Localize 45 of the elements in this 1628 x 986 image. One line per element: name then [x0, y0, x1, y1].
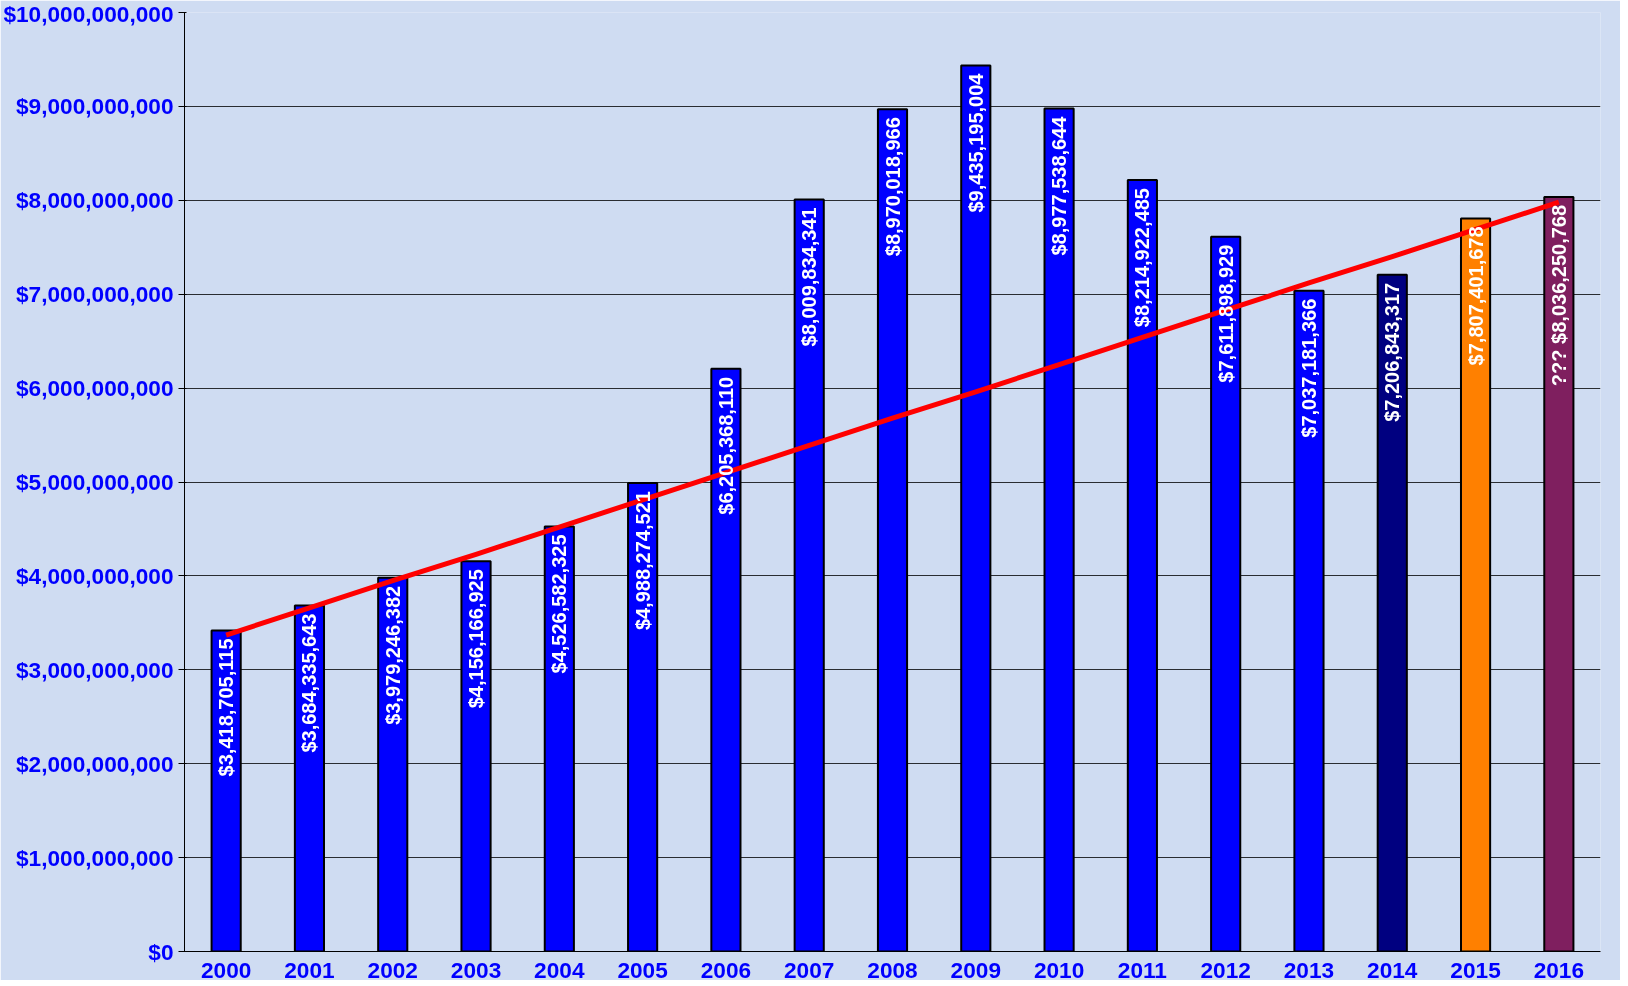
x-tick-label: 2014 — [1367, 956, 1418, 983]
data-label: $8,214,922,485 — [1131, 188, 1154, 328]
y-tick-label: $10,000,000,000 — [3, 0, 174, 27]
data-label: $9,435,195,004 — [964, 72, 987, 213]
data-label: $8,970,018,966 — [881, 117, 904, 257]
x-tick-label: 2007 — [784, 956, 835, 983]
data-label: $3,684,335,643 — [298, 613, 321, 753]
data-label: $6,205,368,110 — [714, 376, 737, 515]
x-tick-label: 2013 — [1283, 956, 1335, 983]
y-tick-label: $9,000,000,000 — [16, 93, 174, 120]
y-tick-label: $3,000,000,000 — [16, 656, 174, 683]
data-label: $7,037,181,366 — [1297, 298, 1320, 438]
x-tick-label: 2010 — [1033, 956, 1085, 983]
data-label: $3,979,246,382 — [381, 585, 404, 725]
data-label: $7,206,843,317 — [1381, 282, 1404, 422]
x-tick-label: 2001 — [284, 956, 335, 983]
x-tick-label: 2002 — [367, 956, 418, 983]
y-tick-label: $6,000,000,000 — [16, 375, 174, 402]
x-tick-label: 2015 — [1450, 956, 1501, 983]
x-tick-label: 2005 — [617, 956, 668, 983]
x-tick-label: 2012 — [1200, 956, 1251, 983]
y-tick-label: $2,000,000,000 — [16, 750, 174, 777]
data-label: $7,807,401,678 — [1464, 226, 1487, 366]
y-tick-label: $0 — [148, 938, 174, 965]
x-tick-label: 2000 — [200, 956, 252, 983]
y-tick-label: $7,000,000,000 — [16, 281, 174, 308]
x-tick-label: 2009 — [950, 956, 1001, 983]
data-label: $7,611,898,929 — [1214, 244, 1237, 383]
x-tick-label: 2006 — [700, 956, 752, 983]
data-label: $4,988,274,521 — [631, 491, 654, 631]
x-tick-label: 2011 — [1117, 956, 1167, 983]
x-tick-label: 2004 — [534, 956, 585, 983]
data-label: $4,156,166,925 — [465, 569, 488, 709]
data-label: $8,009,834,341 — [798, 207, 821, 347]
y-tick-label: $1,000,000,000 — [16, 844, 174, 871]
x-tick-label: 2016 — [1533, 956, 1585, 983]
x-tick-label: 2008 — [867, 956, 918, 983]
data-label: $4,526,582,325 — [548, 534, 571, 674]
y-tick-label: $4,000,000,000 — [16, 562, 174, 589]
x-tick-label: 2003 — [450, 956, 502, 983]
y-tick-label: $8,000,000,000 — [16, 187, 174, 214]
data-label: $8,977,538,644 — [1048, 115, 1071, 256]
data-label: ??? $8,036,250,768 — [1547, 204, 1570, 387]
y-tick-label: $5,000,000,000 — [16, 469, 174, 495]
data-label: $3,418,705,115 — [215, 638, 238, 777]
